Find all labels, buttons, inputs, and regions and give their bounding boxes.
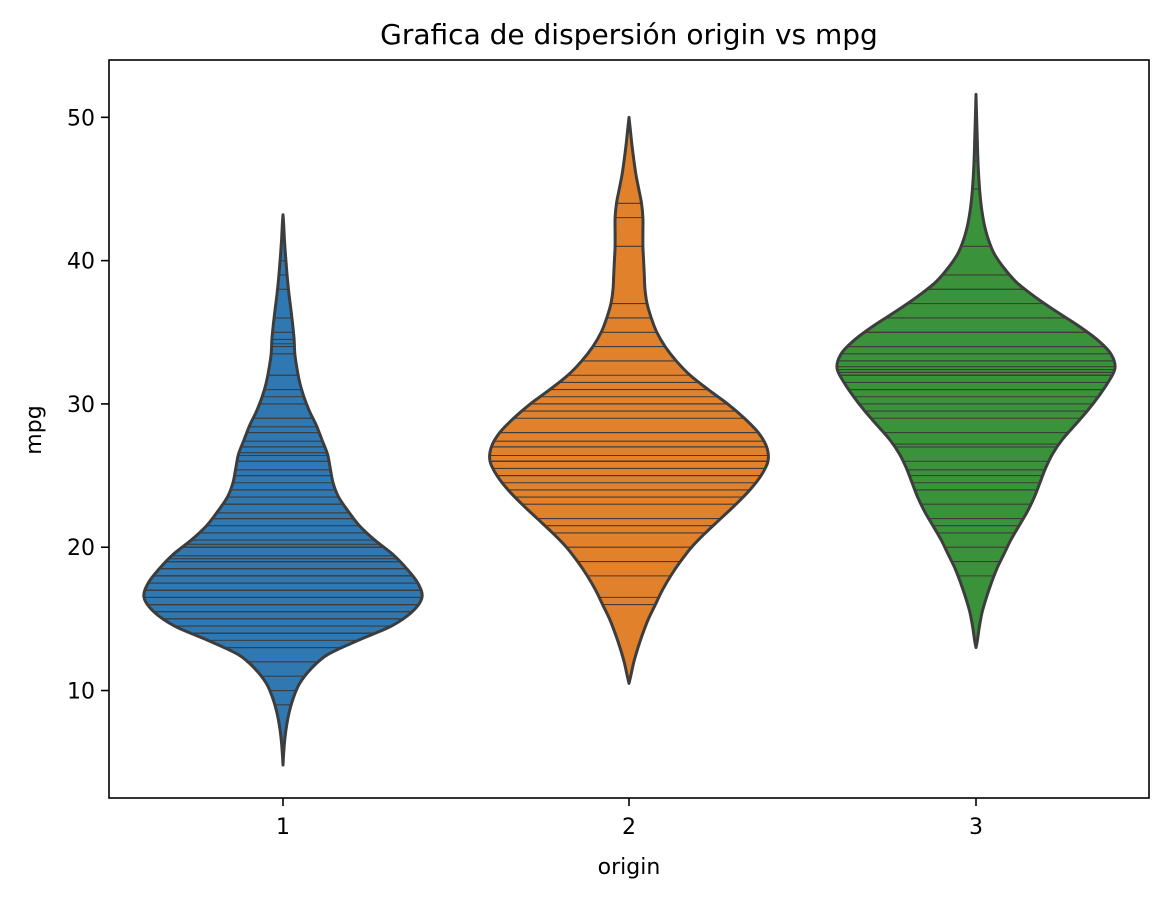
y-tick-label: 10 [67, 680, 95, 705]
violin-1 [142, 213, 424, 767]
violin-body [489, 117, 769, 684]
y-tick-label: 20 [67, 536, 95, 561]
y-axis-label: mpg [22, 405, 47, 454]
x-axis-label: origin [598, 855, 661, 880]
violin-outline [488, 115, 770, 685]
x-tick-label: 3 [969, 815, 983, 840]
y-tick-label: 40 [67, 250, 95, 275]
plot-frame [108, 59, 1150, 799]
x-tick-label: 2 [622, 815, 636, 840]
violins-layer [142, 92, 1117, 767]
x-axis: 1 2 3 [276, 798, 983, 840]
x-tick-label: 1 [276, 815, 290, 840]
y-tick-label: 50 [67, 106, 95, 131]
violin-3 [835, 92, 1117, 650]
y-tick-label: 30 [67, 393, 95, 418]
chart-title: Grafica de dispersión origin vs mpg [380, 18, 878, 51]
violin-body [836, 94, 1116, 648]
violin-outline [142, 213, 424, 767]
violin-2 [488, 115, 770, 685]
violin-outline [835, 92, 1117, 650]
y-axis: 10 20 30 40 50 [67, 106, 109, 705]
